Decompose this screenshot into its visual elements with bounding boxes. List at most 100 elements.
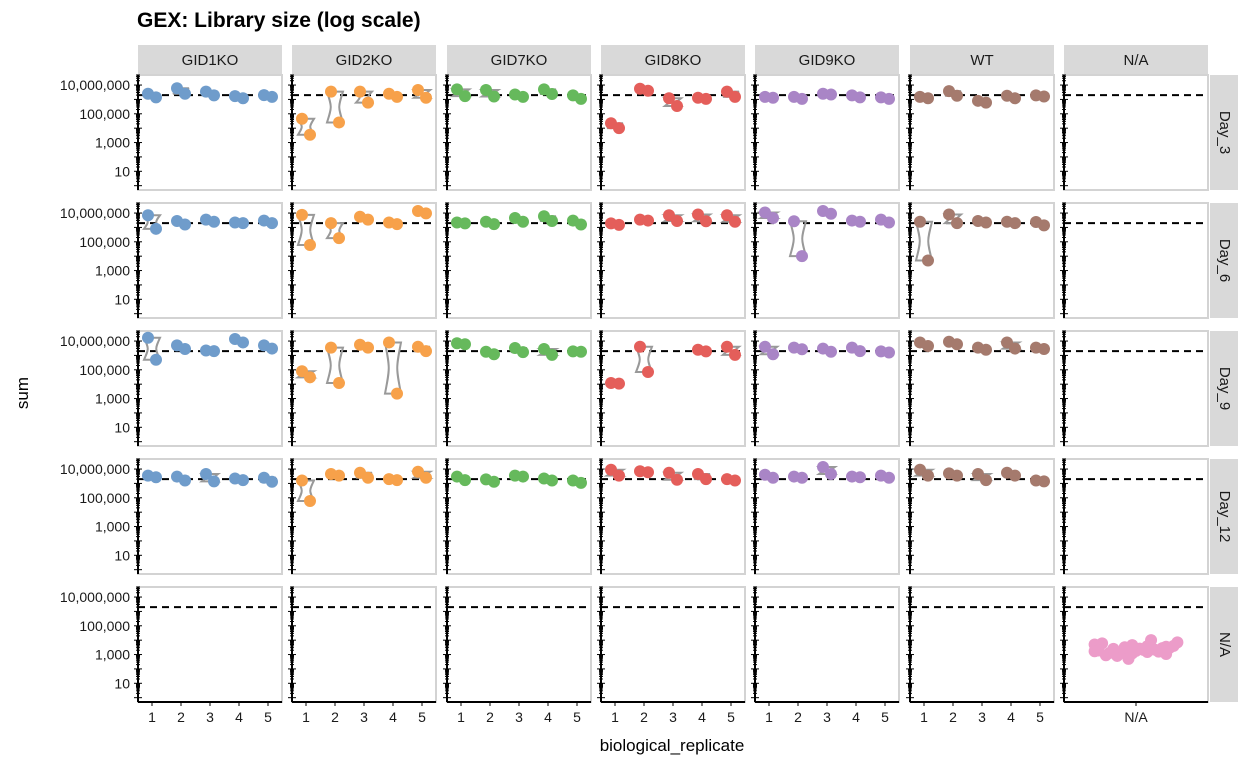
facet-panel: [134, 458, 283, 575]
data-point: [1009, 469, 1021, 482]
facet-panel: [288, 458, 437, 575]
column-strip-background: [292, 45, 436, 74]
facet-panel: [597, 586, 746, 703]
facet-panel: [288, 74, 437, 191]
data-point: [459, 90, 471, 103]
data-point: [200, 468, 212, 481]
data-point: [1126, 639, 1139, 652]
data-point: [796, 471, 808, 484]
data-point: [767, 91, 779, 104]
panel-border: [137, 586, 283, 703]
data-point: [663, 466, 675, 479]
data-point: [391, 218, 403, 231]
data-point: [420, 91, 432, 104]
data-point: [266, 475, 278, 488]
data-point: [325, 85, 337, 98]
data-point: [729, 348, 741, 361]
data-point: [304, 371, 316, 384]
data-point: [517, 470, 529, 483]
data-point: [613, 122, 625, 135]
data-point: [825, 88, 837, 101]
data-point: [883, 92, 895, 105]
data-point: [634, 340, 646, 353]
x-tick-label: 5: [1036, 709, 1044, 725]
data-point: [642, 84, 654, 97]
column-strip-label: GID7KO: [491, 52, 548, 69]
data-point: [951, 89, 963, 102]
data-point: [266, 217, 278, 230]
facet-panel: [288, 330, 437, 447]
y-tick-label: 1,000: [95, 391, 130, 407]
x-tick-label: 4: [698, 709, 706, 725]
x-axis-title: biological_replicate: [600, 736, 745, 755]
data-point: [767, 471, 779, 484]
data-point: [1009, 92, 1021, 105]
facet-panel: [597, 330, 746, 447]
data-point: [142, 331, 154, 344]
facet-panel: [443, 330, 592, 447]
panel-border: [1063, 330, 1209, 447]
column-strip-label: WT: [970, 52, 993, 69]
facet-panel: [906, 458, 1055, 575]
facet-panel: [597, 458, 746, 575]
facet-panel: [443, 74, 592, 191]
facet-panel: [134, 330, 283, 447]
data-point: [575, 476, 587, 489]
data-point: [980, 216, 992, 229]
data-point: [1038, 475, 1050, 488]
data-point: [700, 345, 712, 358]
facet-panel: [906, 330, 1055, 447]
y-tick-label: 100,000: [79, 106, 130, 122]
x-tick-label: 4: [544, 709, 552, 725]
facet-panel: [597, 74, 746, 191]
row-strip: Day_9: [1210, 331, 1238, 446]
data-point: [729, 215, 741, 228]
data-point: [150, 471, 162, 484]
row-strip-label: N/A: [1216, 632, 1233, 657]
row-strip-background: [1210, 75, 1238, 190]
row-strip: Day_6: [1210, 203, 1238, 318]
x-tick-label: 3: [823, 709, 831, 725]
y-tick-label: 1,000: [95, 263, 130, 279]
y-tick-label: 10: [114, 163, 130, 179]
data-point: [546, 474, 558, 487]
data-point: [451, 83, 463, 96]
data-point: [613, 377, 625, 390]
facet-panel: [1060, 586, 1209, 703]
data-point: [362, 96, 374, 109]
data-point: [951, 469, 963, 482]
data-point: [854, 471, 866, 484]
facet-panel: [1060, 330, 1209, 447]
column-strip-background: [447, 45, 591, 74]
row-strip-label: Day_6: [1216, 239, 1233, 282]
y-tick-label: 10,000,000: [60, 333, 130, 349]
panel-border: [446, 586, 592, 703]
data-point: [362, 471, 374, 484]
data-point: [951, 217, 963, 230]
data-point: [488, 218, 500, 231]
facet-panel: [751, 202, 900, 319]
row-strip-background: [1210, 587, 1238, 702]
data-point: [700, 215, 712, 228]
data-point: [362, 341, 374, 354]
data-point: [296, 474, 308, 487]
y-tick-label: 100,000: [79, 618, 130, 634]
facet-panel: [134, 202, 283, 319]
data-point: [767, 212, 779, 225]
panel-border: [909, 586, 1055, 703]
panel-border: [600, 586, 746, 703]
data-point: [1171, 636, 1184, 649]
data-point: [980, 343, 992, 356]
data-point: [517, 90, 529, 103]
x-tick-label: 2: [640, 709, 648, 725]
x-tick-label: 2: [794, 709, 802, 725]
data-point: [613, 469, 625, 482]
column-strip-background: [138, 45, 282, 74]
facet-panel: [443, 586, 592, 703]
data-point: [817, 460, 829, 473]
panel-border: [754, 586, 900, 703]
column-strip-label: GID8KO: [645, 52, 702, 69]
x-tick-label: 1: [611, 709, 619, 725]
facet-panel: [751, 74, 900, 191]
y-tick-label: 1,000: [95, 135, 130, 151]
